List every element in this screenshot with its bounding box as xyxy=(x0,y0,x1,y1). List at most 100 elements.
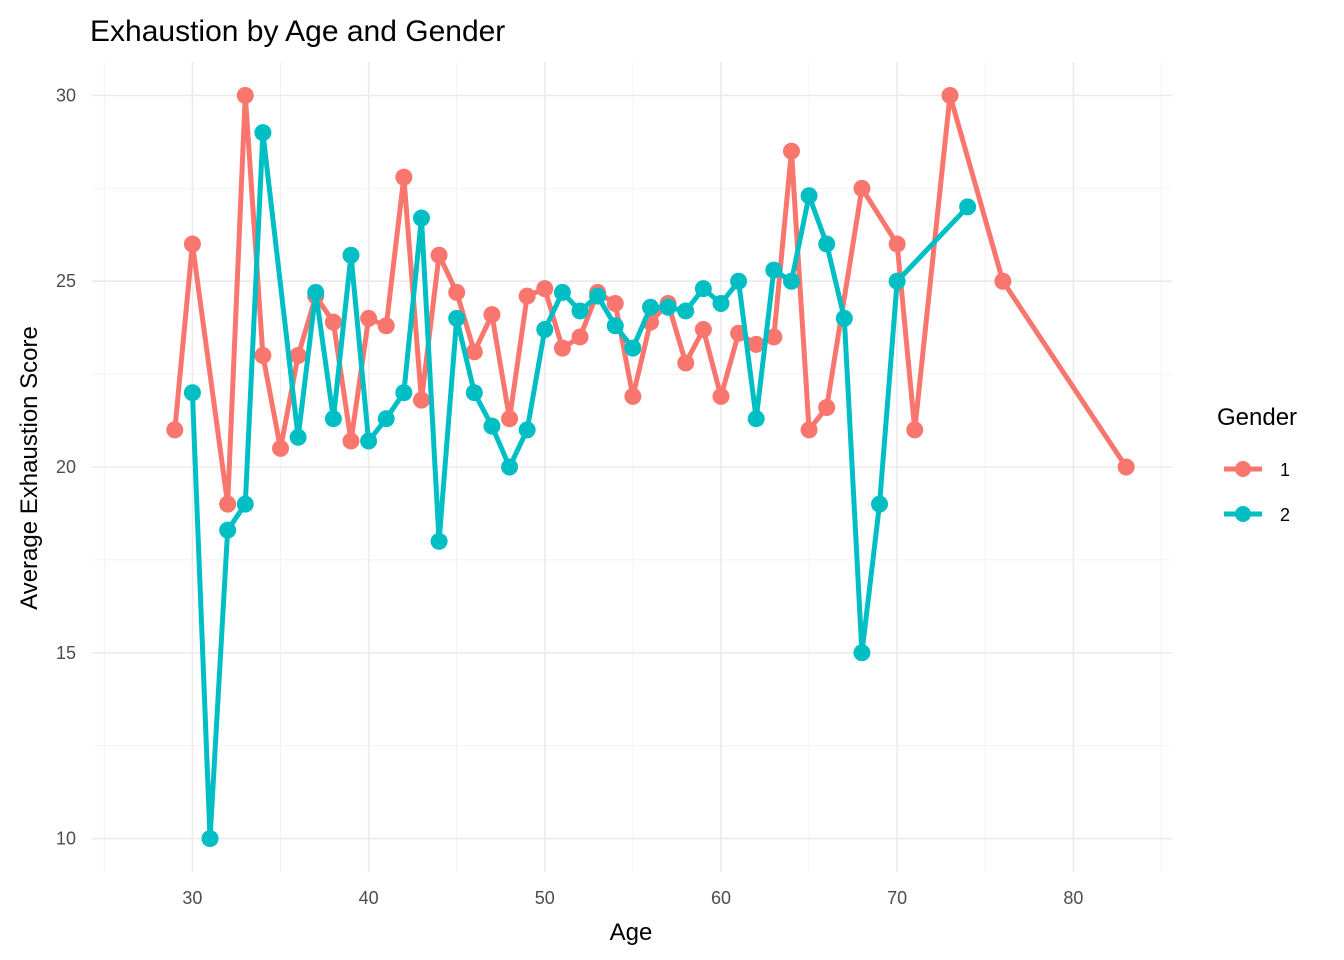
data-point xyxy=(236,495,254,513)
data-point xyxy=(712,295,730,313)
data-point xyxy=(782,272,800,290)
data-point xyxy=(589,287,607,305)
y-tick-label: 15 xyxy=(56,643,76,663)
y-axis-title: Average Exhaustion Score xyxy=(16,326,43,610)
data-point xyxy=(183,384,201,402)
data-point xyxy=(606,295,624,313)
data-point xyxy=(483,417,501,435)
data-point xyxy=(342,246,360,264)
data-point xyxy=(624,339,642,357)
chart-title: Exhaustion by Age and Gender xyxy=(90,15,505,48)
data-point xyxy=(289,428,307,446)
x-tick-label: 50 xyxy=(535,888,555,908)
legend-label-gender-1: 1 xyxy=(1280,460,1290,480)
data-point xyxy=(324,410,342,428)
legend-key-point xyxy=(1235,506,1251,522)
data-point xyxy=(518,421,536,439)
y-tick-label: 20 xyxy=(56,457,76,477)
data-point xyxy=(536,321,554,339)
data-point xyxy=(501,458,519,476)
data-point xyxy=(518,287,536,305)
data-point xyxy=(307,283,325,301)
x-tick-label: 80 xyxy=(1063,888,1083,908)
data-point xyxy=(730,272,748,290)
data-point xyxy=(642,298,659,316)
data-point xyxy=(183,235,201,253)
data-point xyxy=(888,272,906,290)
data-point xyxy=(395,168,413,186)
data-point xyxy=(360,309,378,327)
data-point xyxy=(818,235,836,253)
series-gender-1 xyxy=(166,86,1135,513)
data-point xyxy=(448,283,466,301)
data-point xyxy=(782,142,800,160)
data-point xyxy=(659,298,677,316)
data-point xyxy=(818,399,836,417)
data-point xyxy=(377,317,395,335)
data-point xyxy=(677,354,695,372)
series-gender-2 xyxy=(183,124,977,848)
data-point xyxy=(571,302,589,320)
data-point xyxy=(694,321,712,339)
data-point xyxy=(536,280,554,298)
x-tick-label: 40 xyxy=(359,888,379,908)
data-point xyxy=(906,421,924,439)
x-axis-title: Age xyxy=(610,919,653,946)
data-point xyxy=(871,495,889,513)
data-point xyxy=(835,309,853,327)
data-point xyxy=(712,387,730,405)
data-point xyxy=(501,410,519,428)
data-point xyxy=(201,830,219,848)
data-point xyxy=(342,432,360,450)
data-point xyxy=(219,495,237,513)
x-tick-label: 70 xyxy=(887,888,907,908)
data-point xyxy=(888,235,906,253)
data-point xyxy=(412,391,430,409)
data-point xyxy=(465,384,483,402)
y-tick-label: 30 xyxy=(56,85,76,105)
data-point xyxy=(765,328,783,346)
series-layer xyxy=(166,86,1135,848)
legend-title: Gender xyxy=(1217,404,1297,431)
data-point xyxy=(236,86,254,104)
legend-label-gender-2: 2 xyxy=(1280,505,1290,525)
data-point xyxy=(360,432,378,450)
data-point xyxy=(747,335,765,353)
data-point xyxy=(606,317,624,335)
x-tick-label: 60 xyxy=(711,888,731,908)
data-point xyxy=(571,328,589,346)
data-point xyxy=(553,283,571,301)
legend-key-point xyxy=(1235,461,1251,477)
x-tick-labels: 30 40 50 60 70 80 xyxy=(182,888,1083,908)
data-point xyxy=(994,272,1012,290)
legend: Gender 1 2 xyxy=(1217,404,1297,525)
data-point xyxy=(959,198,977,216)
data-point xyxy=(853,179,871,197)
data-point xyxy=(412,209,430,227)
data-point xyxy=(395,384,413,402)
y-tick-label: 10 xyxy=(56,829,76,849)
y-tick-labels: 10 15 20 25 30 xyxy=(56,85,76,848)
data-point xyxy=(272,439,290,457)
data-point xyxy=(694,280,712,298)
data-point xyxy=(800,421,818,439)
data-point xyxy=(853,644,871,662)
data-point xyxy=(254,347,272,365)
y-tick-label: 25 xyxy=(56,271,76,291)
data-point xyxy=(254,124,272,142)
data-point xyxy=(289,347,307,365)
data-point xyxy=(430,532,448,550)
data-point xyxy=(166,421,184,439)
data-point xyxy=(624,387,642,405)
data-point xyxy=(430,246,448,264)
legend-key-gender-2: 2 xyxy=(1224,505,1290,525)
data-point xyxy=(483,306,501,324)
data-point xyxy=(1117,458,1135,476)
data-point xyxy=(219,521,237,539)
data-point xyxy=(465,343,483,361)
data-point xyxy=(677,302,695,320)
data-point xyxy=(553,339,571,357)
data-point xyxy=(941,86,959,104)
major-gridlines xyxy=(92,62,1172,872)
